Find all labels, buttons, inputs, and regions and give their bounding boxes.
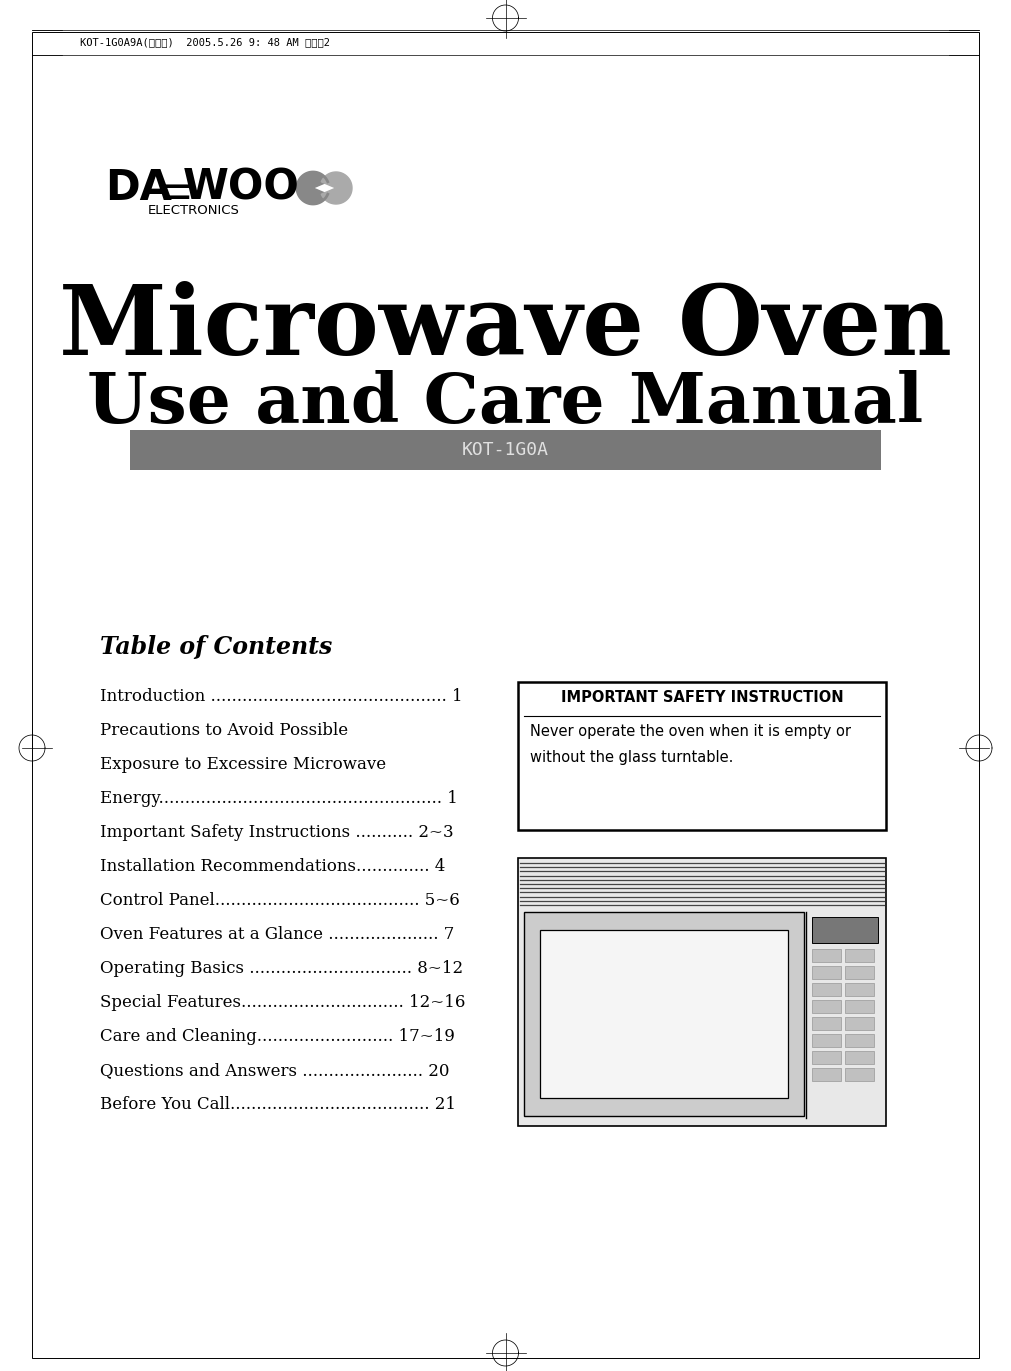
Bar [845, 983, 874, 995]
Polygon shape [321, 171, 352, 204]
Bar [812, 983, 841, 995]
Text: WOO: WOO [183, 167, 300, 208]
Text: Introduction ............................................. 1: Introduction ...........................… [100, 688, 463, 705]
Text: KOT-1G0A9A(영기분)  2005.5.26 9: 48 AM 페이지2: KOT-1G0A9A(영기분) 2005.5.26 9: 48 AM 페이지2 [80, 37, 330, 47]
Text: IMPORTANT SAFETY INSTRUCTION: IMPORTANT SAFETY INSTRUCTION [561, 690, 843, 705]
Text: DA: DA [105, 167, 172, 208]
Bar [845, 949, 874, 962]
Bar [812, 1068, 841, 1080]
Polygon shape [297, 171, 328, 204]
Bar [845, 967, 874, 979]
Text: Operating Basics ............................... 8~12: Operating Basics .......................… [100, 960, 463, 978]
Text: without the glass turntable.: without the glass turntable. [530, 750, 733, 765]
Text: Oven Features at a Glance ..................... 7: Oven Features at a Glance ..............… [100, 925, 454, 943]
Text: Precautions to Avoid Possible: Precautions to Avoid Possible [100, 723, 348, 739]
Text: —: — [162, 182, 190, 211]
Bar [845, 1068, 874, 1080]
Text: Never operate the oven when it is empty or: Never operate the oven when it is empty … [530, 724, 851, 739]
Text: Table of Contents: Table of Contents [100, 635, 333, 659]
Bar [518, 681, 886, 829]
Bar [540, 930, 788, 1098]
Text: Exposure to Excessire Microwave: Exposure to Excessire Microwave [100, 755, 386, 773]
Bar [812, 949, 841, 962]
Text: Use and Care Manual: Use and Care Manual [87, 370, 924, 436]
Text: Questions and Answers ....................... 20: Questions and Answers ..................… [100, 1063, 450, 1079]
Text: Important Safety Instructions ........... 2~3: Important Safety Instructions ..........… [100, 824, 454, 840]
Bar [845, 1034, 874, 1047]
Text: Energy...................................................... 1: Energy..................................… [100, 790, 458, 808]
Text: KOT-1G0A: KOT-1G0A [462, 441, 549, 459]
Bar [845, 1017, 874, 1030]
Text: Microwave Oven: Microwave Oven [59, 281, 952, 376]
Bar [845, 1052, 874, 1064]
Text: Before You Call...................................... 21: Before You Call.........................… [100, 1095, 456, 1113]
Bar [812, 1034, 841, 1047]
Text: ELECTRONICS: ELECTRONICS [148, 204, 240, 218]
Text: Control Panel....................................... 5~6: Control Panel...........................… [100, 893, 460, 909]
Bar [812, 917, 878, 943]
Bar [130, 430, 881, 470]
Bar [812, 967, 841, 979]
Bar [812, 999, 841, 1013]
Bar [812, 1017, 841, 1030]
Text: Installation Recommendations.............. 4: Installation Recommendations............… [100, 858, 446, 875]
Text: —: — [162, 171, 190, 200]
Bar [524, 912, 804, 1116]
Bar [812, 1052, 841, 1064]
Text: Care and Cleaning.......................... 17~19: Care and Cleaning.......................… [100, 1028, 455, 1045]
Text: Special Features............................... 12~16: Special Features........................… [100, 994, 465, 1010]
Bar [518, 858, 886, 1126]
Bar [845, 999, 874, 1013]
